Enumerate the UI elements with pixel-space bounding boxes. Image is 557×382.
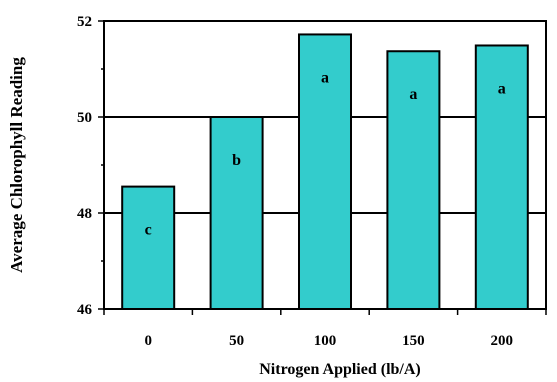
bar-data-label: a xyxy=(498,80,506,97)
bar-data-label: c xyxy=(145,222,152,239)
bar xyxy=(121,185,176,311)
x-tick-labels: 0 50 100 150 200 xyxy=(144,333,513,349)
bar-data-label: a xyxy=(321,69,329,86)
bar-data-label: a xyxy=(409,86,417,103)
bars xyxy=(121,33,529,311)
plot-frame xyxy=(103,20,547,310)
bar-data-labels: c b a a a xyxy=(145,69,506,238)
x-tick-label: 50 xyxy=(229,333,244,349)
y-tick-label: 48 xyxy=(77,206,92,222)
x-tick-label: 150 xyxy=(402,333,425,349)
bar xyxy=(209,116,264,310)
x-axis-label: Nitrogen Applied (lb/A) xyxy=(259,361,421,378)
y-tick-labels: 46 48 50 52 xyxy=(77,14,93,318)
x-tick-label: 0 xyxy=(144,333,152,349)
x-tick-label: 100 xyxy=(314,333,337,349)
y-axis-label: Average Chlorophyll Reading xyxy=(7,57,26,273)
bar-data-label: b xyxy=(232,152,241,169)
y-tick-label: 52 xyxy=(77,14,92,30)
bar xyxy=(298,33,352,310)
y-tick-label: 50 xyxy=(77,110,92,126)
axes xyxy=(98,20,547,315)
y-tick-label: 46 xyxy=(77,302,93,318)
x-tick-label: 200 xyxy=(491,333,514,349)
